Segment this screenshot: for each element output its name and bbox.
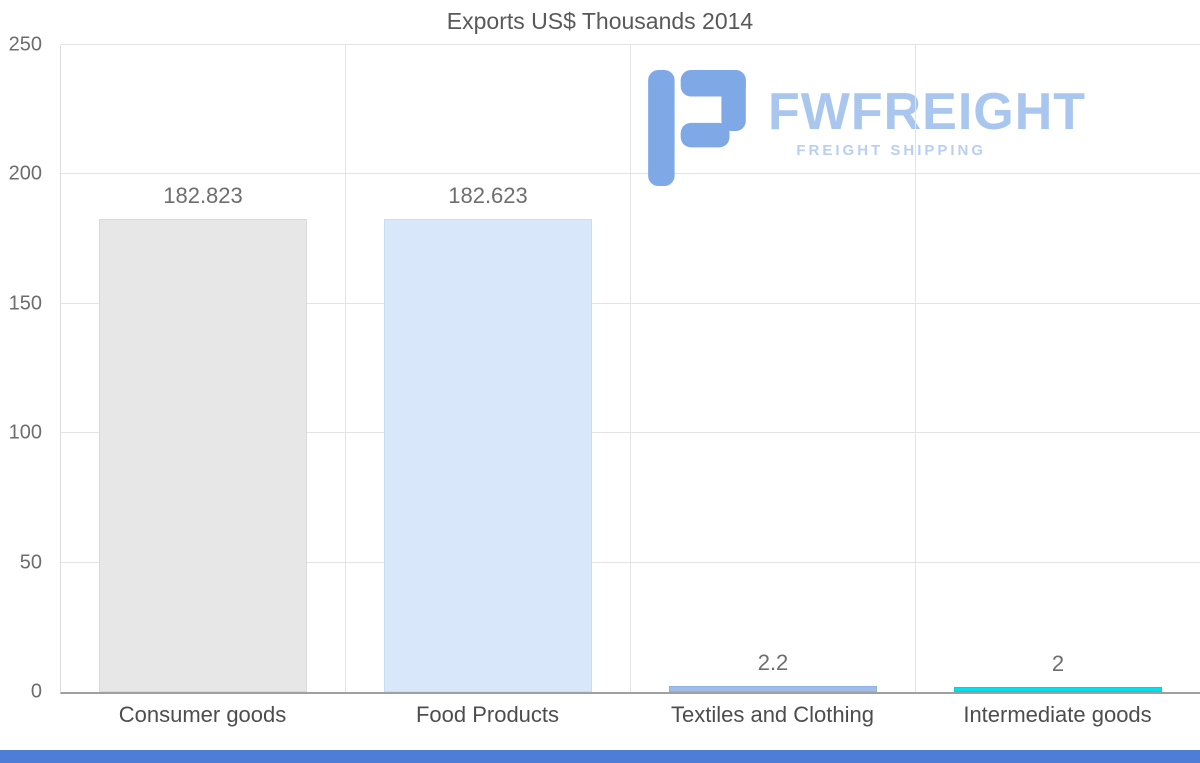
x-axis-label: Textiles and Clothing (670, 702, 874, 727)
y-tick-label: 250 (8, 33, 42, 56)
watermark-logo: FWFREIGHT FREIGHT SHIPPING (648, 70, 1086, 186)
chart-column: 182.823 (61, 45, 346, 692)
plot-area: 182.823 182.623 2.2 2 (60, 44, 1200, 694)
chart-column: 2.2 (631, 45, 916, 692)
y-tick-label: 100 (8, 421, 42, 444)
fwfreight-logo-icon (648, 70, 750, 186)
bar-value-label: 182.623 (448, 183, 528, 209)
columns-container: 182.823 182.623 2.2 2 (61, 45, 1200, 692)
y-axis: 0 50 100 150 200 250 (0, 34, 60, 703)
bar (669, 686, 877, 692)
bar-value-label: 2 (1051, 650, 1065, 676)
bar (954, 686, 1162, 692)
chart-title: Exports US$ Thousands 2014 (446, 8, 754, 34)
bar-value-label: 2.2 (757, 650, 789, 676)
x-axis-labels: Consumer goods Food Products Textiles an… (60, 702, 1200, 728)
gridline (61, 44, 1200, 45)
chart-column: 2 (916, 45, 1200, 692)
bar (99, 218, 307, 692)
footer-strip (0, 750, 1200, 763)
watermark-tagline-text: FREIGHT SHIPPING (796, 142, 987, 159)
x-axis-label: Food Products (415, 702, 560, 727)
y-tick-label: 0 (30, 680, 42, 703)
bar (384, 219, 592, 692)
x-axis-label: Intermediate goods (963, 702, 1152, 727)
y-tick-label: 50 (19, 551, 42, 574)
x-axis-label: Consumer goods (118, 702, 287, 727)
bar-value-label: 182.823 (163, 182, 243, 208)
chart-column: 182.623 (346, 45, 631, 692)
y-tick-label: 200 (8, 162, 42, 185)
y-tick-label: 150 (8, 292, 42, 315)
watermark-brand-text: FWFREIGHT (768, 83, 1087, 141)
watermark-text-block: FWFREIGHT FREIGHT SHIPPING (768, 70, 1086, 159)
